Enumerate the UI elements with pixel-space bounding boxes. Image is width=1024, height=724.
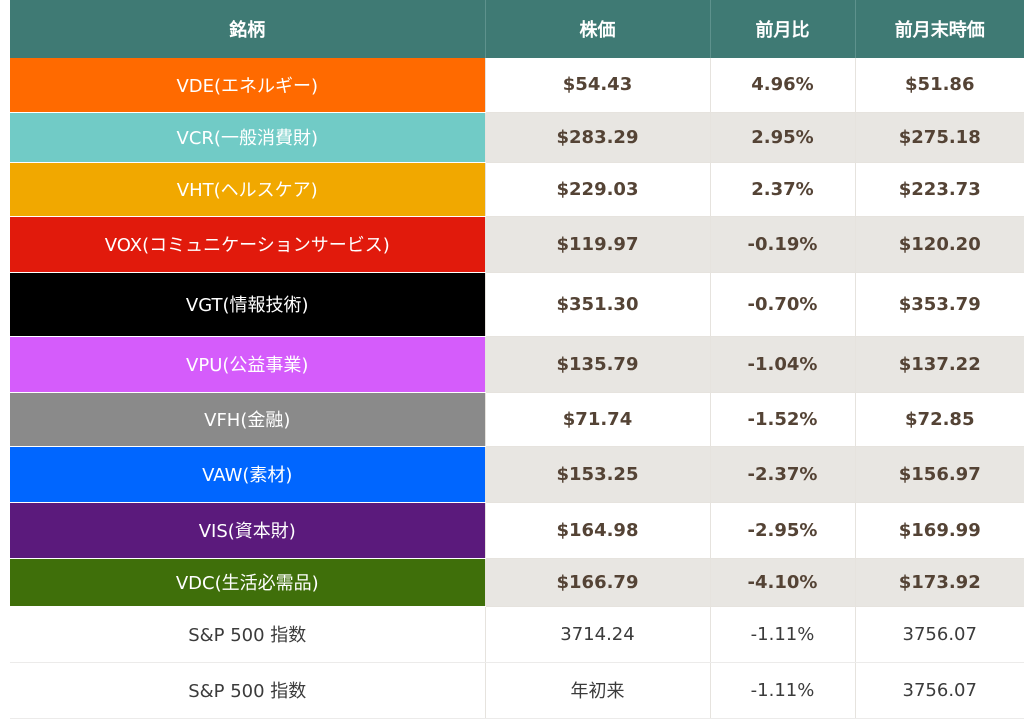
table-row: VDE(エネルギー) $54.43 4.96% $51.86 (10, 58, 1024, 113)
price-cell: $153.25 (485, 446, 711, 503)
change-cell: 2.95% (710, 112, 856, 163)
prev-value-cell: $223.73 (855, 162, 1024, 217)
index-change-cell: -1.11% (710, 662, 856, 719)
change-cell: -1.04% (710, 336, 856, 393)
index-change-cell: -1.11% (710, 606, 856, 663)
header-change: 前月比 (710, 0, 856, 58)
change-cell: 2.37% (710, 162, 856, 217)
prev-value-cell: $173.92 (855, 558, 1024, 607)
price-cell: $229.03 (485, 162, 711, 217)
prev-value-cell: $51.86 (855, 58, 1024, 113)
price-cell: $166.79 (485, 558, 711, 607)
table-row: VCR(一般消費財) $283.29 2.95% $275.18 (10, 112, 1024, 163)
prev-value-cell: $275.18 (855, 112, 1024, 163)
ticker-cell: VHT(ヘルスケア) (10, 162, 486, 217)
prev-value-cell: $156.97 (855, 446, 1024, 503)
table-row: VFH(金融) $71.74 -1.52% $72.85 (10, 392, 1024, 447)
ticker-cell: VIS(資本財) (10, 502, 486, 559)
table-row: VGT(情報技術) $351.30 -0.70% $353.79 (10, 272, 1024, 337)
change-cell: -1.52% (710, 392, 856, 447)
change-cell: -2.37% (710, 446, 856, 503)
header-price: 株価 (485, 0, 711, 58)
summary-row: S&P 500 指数 年初来 -1.11% 3756.07 (10, 662, 1024, 719)
change-cell: -0.70% (710, 272, 856, 337)
index-value-cell: 3714.24 (485, 606, 711, 663)
price-cell: $283.29 (485, 112, 711, 163)
change-cell: -4.10% (710, 558, 856, 607)
change-cell: -2.95% (710, 502, 856, 559)
ticker-cell: VGT(情報技術) (10, 272, 486, 337)
index-name-cell: S&P 500 指数 (10, 606, 486, 663)
change-cell: -0.19% (710, 216, 856, 273)
ticker-cell: VOX(コミュニケーションサービス) (10, 216, 486, 273)
table-row: VAW(素材) $153.25 -2.37% $156.97 (10, 446, 1024, 503)
header-ticker: 銘柄 (10, 0, 486, 58)
price-cell: $164.98 (485, 502, 711, 559)
table-row: VOX(コミュニケーションサービス) $119.97 -0.19% $120.2… (10, 216, 1024, 273)
table-header-row: 銘柄 株価 前月比 前月末時価 (10, 0, 1024, 58)
ticker-cell: VCR(一般消費財) (10, 112, 486, 163)
ticker-cell: VAW(素材) (10, 446, 486, 503)
ticker-cell: VFH(金融) (10, 392, 486, 447)
price-cell: $71.74 (485, 392, 711, 447)
index-name-cell: S&P 500 指数 (10, 662, 486, 719)
prev-value-cell: $137.22 (855, 336, 1024, 393)
ticker-cell: VPU(公益事業) (10, 336, 486, 393)
prev-value-cell: $120.20 (855, 216, 1024, 273)
ytd-label-cell: 年初来 (485, 662, 711, 719)
table-row: VPU(公益事業) $135.79 -1.04% $137.22 (10, 336, 1024, 393)
prev-value-cell: $169.99 (855, 502, 1024, 559)
price-cell: $135.79 (485, 336, 711, 393)
header-prev-value: 前月末時価 (855, 0, 1024, 58)
table-row: VHT(ヘルスケア) $229.03 2.37% $223.73 (10, 162, 1024, 217)
ticker-cell: VDE(エネルギー) (10, 58, 486, 113)
index-prev-value-cell: 3756.07 (855, 606, 1024, 663)
table-row: VIS(資本財) $164.98 -2.95% $169.99 (10, 502, 1024, 559)
prev-value-cell: $72.85 (855, 392, 1024, 447)
sector-etf-table: 銘柄 株価 前月比 前月末時価 VDE(エネルギー) $54.43 4.96% … (10, 0, 1024, 719)
index-prev-value-cell: 3756.07 (855, 662, 1024, 719)
price-cell: $351.30 (485, 272, 711, 337)
prev-value-cell: $353.79 (855, 272, 1024, 337)
change-cell: 4.96% (710, 58, 856, 113)
ticker-cell: VDC(生活必需品) (10, 558, 486, 607)
table-row: VDC(生活必需品) $166.79 -4.10% $173.92 (10, 558, 1024, 607)
price-cell: $119.97 (485, 216, 711, 273)
price-cell: $54.43 (485, 58, 711, 113)
summary-row: S&P 500 指数 3714.24 -1.11% 3756.07 (10, 606, 1024, 663)
